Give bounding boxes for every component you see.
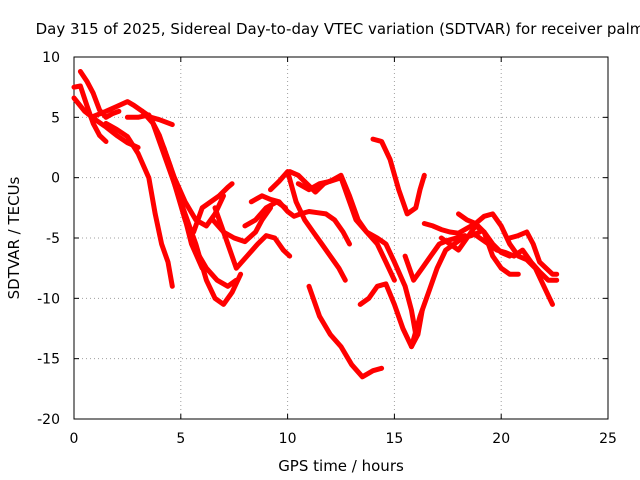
x-tick-label: 0 [70, 431, 79, 447]
series-track-17 [295, 175, 419, 337]
x-tick-label: 5 [176, 431, 185, 447]
series-track-27 [507, 229, 560, 277]
x-axis-label: GPS time / hours [278, 457, 404, 475]
series-track-4 [88, 99, 175, 128]
series-track-5 [103, 120, 175, 289]
series-track-24 [438, 223, 521, 277]
series-track-2 [77, 69, 122, 120]
y-tick-label: 0 [51, 171, 60, 187]
series-track-20 [370, 136, 427, 217]
y-tick-label: 5 [51, 110, 60, 126]
series-track-21 [402, 233, 468, 283]
series-track-26 [468, 229, 560, 283]
series-track-10 [191, 181, 235, 235]
chart-title: Day 315 of 2025, Sidereal Day-to-day VTE… [36, 20, 640, 38]
series-track-9 [161, 145, 226, 229]
series-track-12 [212, 205, 293, 271]
x-tick-label: 20 [492, 431, 510, 447]
x-tick-label: 15 [385, 431, 403, 447]
y-tick-label: 10 [42, 50, 60, 66]
y-axis-label: SDTVAR / TECUs [5, 176, 23, 299]
y-tick-label: -5 [46, 231, 60, 247]
y-tick-label: -10 [37, 291, 60, 307]
axis-ticks: 0 5 10 15 20 25 -20 -15 -10 -5 0 5 10 [37, 50, 617, 447]
y-tick-label: -15 [37, 352, 60, 368]
data-series [71, 69, 560, 380]
y-tick-label: -20 [37, 412, 60, 428]
series-track-22 [409, 229, 483, 350]
x-tick-label: 10 [279, 431, 297, 447]
series-track-18 [306, 283, 385, 380]
x-tick-label: 25 [599, 431, 617, 447]
series-track-6 [124, 112, 205, 271]
series-track-15 [268, 169, 348, 283]
series-track-3 [71, 95, 141, 150]
